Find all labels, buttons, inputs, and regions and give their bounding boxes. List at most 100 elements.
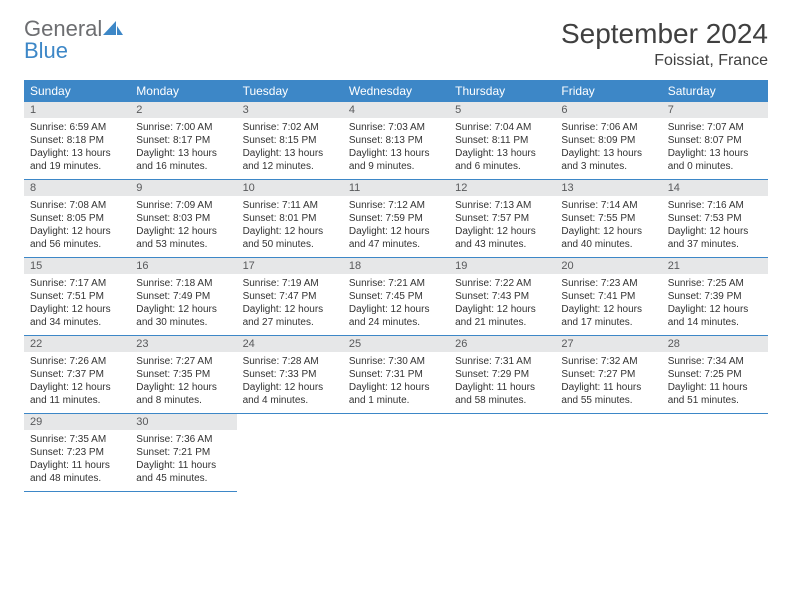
day-cell: 12Sunrise: 7:13 AMSunset: 7:57 PMDayligh… — [449, 180, 555, 258]
daylight-line: Daylight: 12 hours and 17 minutes. — [561, 303, 655, 329]
location: Foissiat, France — [561, 52, 768, 70]
sunset-line: Sunset: 7:43 PM — [455, 290, 549, 303]
date-number: 28 — [662, 336, 768, 353]
day-info: Sunrise: 7:07 AMSunset: 8:07 PMDaylight:… — [662, 119, 768, 173]
day-info: Sunrise: 7:31 AMSunset: 7:29 PMDaylight:… — [449, 353, 555, 407]
sunset-line: Sunset: 8:07 PM — [668, 134, 762, 147]
day-info: Sunrise: 7:17 AMSunset: 7:51 PMDaylight:… — [24, 275, 130, 329]
day-content: 28Sunrise: 7:34 AMSunset: 7:25 PMDayligh… — [662, 336, 768, 414]
sunset-line: Sunset: 7:41 PM — [561, 290, 655, 303]
day-cell: 8Sunrise: 7:08 AMSunset: 8:05 PMDaylight… — [24, 180, 130, 258]
sunrise-line: Sunrise: 7:14 AM — [561, 199, 655, 212]
sunrise-line: Sunrise: 7:17 AM — [30, 277, 124, 290]
week-row: 15Sunrise: 7:17 AMSunset: 7:51 PMDayligh… — [24, 258, 768, 336]
day-content: 3Sunrise: 7:02 AMSunset: 8:15 PMDaylight… — [237, 102, 343, 180]
day-content: 6Sunrise: 7:06 AMSunset: 8:09 PMDaylight… — [555, 102, 661, 180]
brand-text: GeneralBlue — [24, 18, 124, 62]
date-number: 29 — [24, 414, 130, 431]
sunrise-line: Sunrise: 7:19 AM — [243, 277, 337, 290]
day-info: Sunrise: 7:19 AMSunset: 7:47 PMDaylight:… — [237, 275, 343, 329]
sunset-line: Sunset: 7:33 PM — [243, 368, 337, 381]
day-info: Sunrise: 7:32 AMSunset: 7:27 PMDaylight:… — [555, 353, 661, 407]
week-row: 29Sunrise: 7:35 AMSunset: 7:23 PMDayligh… — [24, 414, 768, 492]
sunset-line: Sunset: 7:35 PM — [136, 368, 230, 381]
day-cell: 2Sunrise: 7:00 AMSunset: 8:17 PMDaylight… — [130, 102, 236, 180]
daylight-line: Daylight: 12 hours and 11 minutes. — [30, 381, 124, 407]
day-cell: 1Sunrise: 6:59 AMSunset: 8:18 PMDaylight… — [24, 102, 130, 180]
empty-cell — [662, 414, 768, 492]
day-content: 24 Sunrise: 7:28 AMSunset: 7:33 PMDayligh… — [237, 336, 343, 414]
sunrise-line: Sunrise: 7:28 AM — [243, 355, 337, 368]
day-cell — [662, 414, 768, 492]
date-number: 18 — [343, 258, 449, 275]
daylight-line: Daylight: 12 hours and 37 minutes. — [668, 225, 762, 251]
date-number: 20 — [555, 258, 661, 275]
day-content: 5Sunrise: 7:04 AMSunset: 8:11 PMDaylight… — [449, 102, 555, 180]
day-content: 7Sunrise: 7:07 AMSunset: 8:07 PMDaylight… — [662, 102, 768, 180]
day-cell: 28Sunrise: 7:34 AMSunset: 7:25 PMDayligh… — [662, 336, 768, 414]
day-content: 27Sunrise: 7:32 AMSunset: 7:27 PMDayligh… — [555, 336, 661, 414]
day-cell: 29Sunrise: 7:35 AMSunset: 7:23 PMDayligh… — [24, 414, 130, 492]
day-content: 13Sunrise: 7:14 AMSunset: 7:55 PMDayligh… — [555, 180, 661, 258]
day-cell: 3Sunrise: 7:02 AMSunset: 8:15 PMDaylight… — [237, 102, 343, 180]
sunrise-line: Sunrise: 7:26 AM — [30, 355, 124, 368]
calendar-table: Sunday Monday Tuesday Wednesday Thursday… — [24, 80, 768, 492]
date-number: 27 — [555, 336, 661, 353]
sunrise-line: Sunrise: 7:35 AM — [30, 433, 124, 446]
sunset-line: Sunset: 7:27 PM — [561, 368, 655, 381]
day-content: 14Sunrise: 7:16 AMSunset: 7:53 PMDayligh… — [662, 180, 768, 258]
sunset-line: Sunset: 8:18 PM — [30, 134, 124, 147]
date-number: 1 — [24, 102, 130, 119]
day-cell: 7Sunrise: 7:07 AMSunset: 8:07 PMDaylight… — [662, 102, 768, 180]
sunrise-line: Sunrise: 7:04 AM — [455, 121, 549, 134]
day-content: 21Sunrise: 7:25 AMSunset: 7:39 PMDayligh… — [662, 258, 768, 336]
day-cell: 19Sunrise: 7:22 AMSunset: 7:43 PMDayligh… — [449, 258, 555, 336]
dayhead-thu: Thursday — [449, 80, 555, 102]
day-content: 20Sunrise: 7:23 AMSunset: 7:41 PMDayligh… — [555, 258, 661, 336]
day-cell: 16Sunrise: 7:18 AMSunset: 7:49 PMDayligh… — [130, 258, 236, 336]
sunrise-line: Sunrise: 7:07 AM — [668, 121, 762, 134]
day-info: Sunrise: 7:06 AMSunset: 8:09 PMDaylight:… — [555, 119, 661, 173]
daylight-line: Daylight: 13 hours and 16 minutes. — [136, 147, 230, 173]
day-content: 30Sunrise: 7:36 AMSunset: 7:21 PMDayligh… — [130, 414, 236, 492]
day-info: Sunrise: 7:03 AMSunset: 8:13 PMDaylight:… — [343, 119, 449, 173]
sunset-line: Sunset: 7:45 PM — [349, 290, 443, 303]
daylight-line: Daylight: 12 hours and 4 minutes. — [243, 381, 337, 407]
day-content: 2Sunrise: 7:00 AMSunset: 8:17 PMDaylight… — [130, 102, 236, 180]
sunrise-line: Sunrise: 7:09 AM — [136, 199, 230, 212]
day-info: Sunrise: 6:59 AMSunset: 8:18 PMDaylight:… — [24, 119, 130, 173]
day-content: 11Sunrise: 7:12 AMSunset: 7:59 PMDayligh… — [343, 180, 449, 258]
sunset-line: Sunset: 7:25 PM — [668, 368, 762, 381]
daylight-line: Daylight: 12 hours and 24 minutes. — [349, 303, 443, 329]
day-cell: 15Sunrise: 7:17 AMSunset: 7:51 PMDayligh… — [24, 258, 130, 336]
sunset-line: Sunset: 7:51 PM — [30, 290, 124, 303]
daylight-line: Daylight: 12 hours and 56 minutes. — [30, 225, 124, 251]
day-cell: 9Sunrise: 7:09 AMSunset: 8:03 PMDaylight… — [130, 180, 236, 258]
sunrise-line: Sunrise: 7:18 AM — [136, 277, 230, 290]
date-number: 12 — [449, 180, 555, 197]
date-number: 11 — [343, 180, 449, 197]
sunset-line: Sunset: 7:23 PM — [30, 446, 124, 459]
day-info: Sunrise: 7:09 AMSunset: 8:03 PMDaylight:… — [130, 197, 236, 251]
day-cell: 25Sunrise: 7:30 AMSunset: 7:31 PMDayligh… — [343, 336, 449, 414]
date-number: 15 — [24, 258, 130, 275]
day-header-row: Sunday Monday Tuesday Wednesday Thursday… — [24, 80, 768, 102]
sunrise-line: Sunrise: 7:00 AM — [136, 121, 230, 134]
day-cell — [237, 414, 343, 492]
day-info: Sunrise: 7:04 AMSunset: 8:11 PMDaylight:… — [449, 119, 555, 173]
day-info: Sunrise: 7:00 AMSunset: 8:17 PMDaylight:… — [130, 119, 236, 173]
day-info: Sunrise: 7:02 AMSunset: 8:15 PMDaylight:… — [237, 119, 343, 173]
daylight-line: Daylight: 12 hours and 43 minutes. — [455, 225, 549, 251]
date-number: 7 — [662, 102, 768, 119]
date-number: 3 — [237, 102, 343, 119]
sunset-line: Sunset: 7:47 PM — [243, 290, 337, 303]
day-content: 26Sunrise: 7:31 AMSunset: 7:29 PMDayligh… — [449, 336, 555, 414]
empty-cell — [449, 414, 555, 492]
sunrise-line: Sunrise: 7:34 AM — [668, 355, 762, 368]
day-cell: 13Sunrise: 7:14 AMSunset: 7:55 PMDayligh… — [555, 180, 661, 258]
date-number: 21 — [662, 258, 768, 275]
sunrise-line: Sunrise: 7:27 AM — [136, 355, 230, 368]
sunset-line: Sunset: 7:59 PM — [349, 212, 443, 225]
date-number: 24 — [237, 336, 343, 353]
day-info: Sunrise: 7:14 AMSunset: 7:55 PMDaylight:… — [555, 197, 661, 251]
